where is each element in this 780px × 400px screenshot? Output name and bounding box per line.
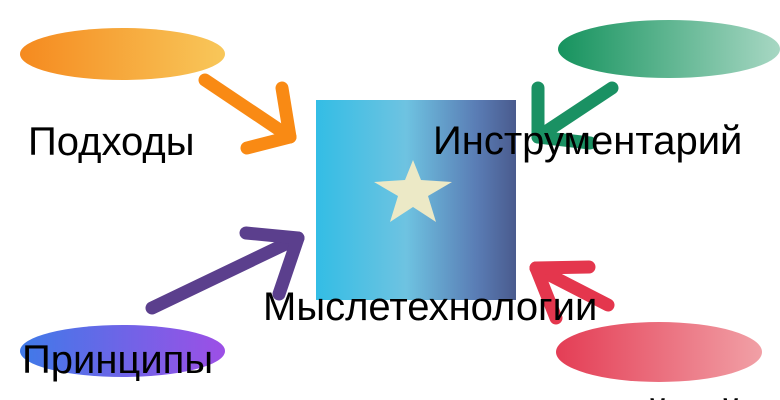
center-label: Мыслетехнологии <box>263 192 597 400</box>
categories-label: Категорийный аппарат <box>481 300 780 400</box>
categories-blob <box>556 322 762 382</box>
arrow-tools <box>531 81 619 150</box>
center-label-line: Мыслетехнологии <box>263 285 598 329</box>
principles-blob <box>20 325 225 377</box>
arrow-categories <box>529 260 615 325</box>
approaches-label-line: Подходы <box>28 120 195 164</box>
arrow-principles <box>145 226 305 315</box>
tools-label-line: Инструментарий <box>433 119 743 163</box>
tools-blob <box>558 20 780 78</box>
principles-label: Принципы обработки информации <box>22 245 322 400</box>
tools-label: Инструментарий <box>433 26 742 256</box>
arrow-approaches <box>198 73 297 155</box>
principles-label-line-1: Принципы <box>22 338 214 382</box>
categories-label-line-1: Категорийный <box>481 392 780 400</box>
star-shape <box>374 160 452 222</box>
approaches-blob <box>20 28 225 80</box>
approaches-label: Подходы <box>28 27 194 257</box>
